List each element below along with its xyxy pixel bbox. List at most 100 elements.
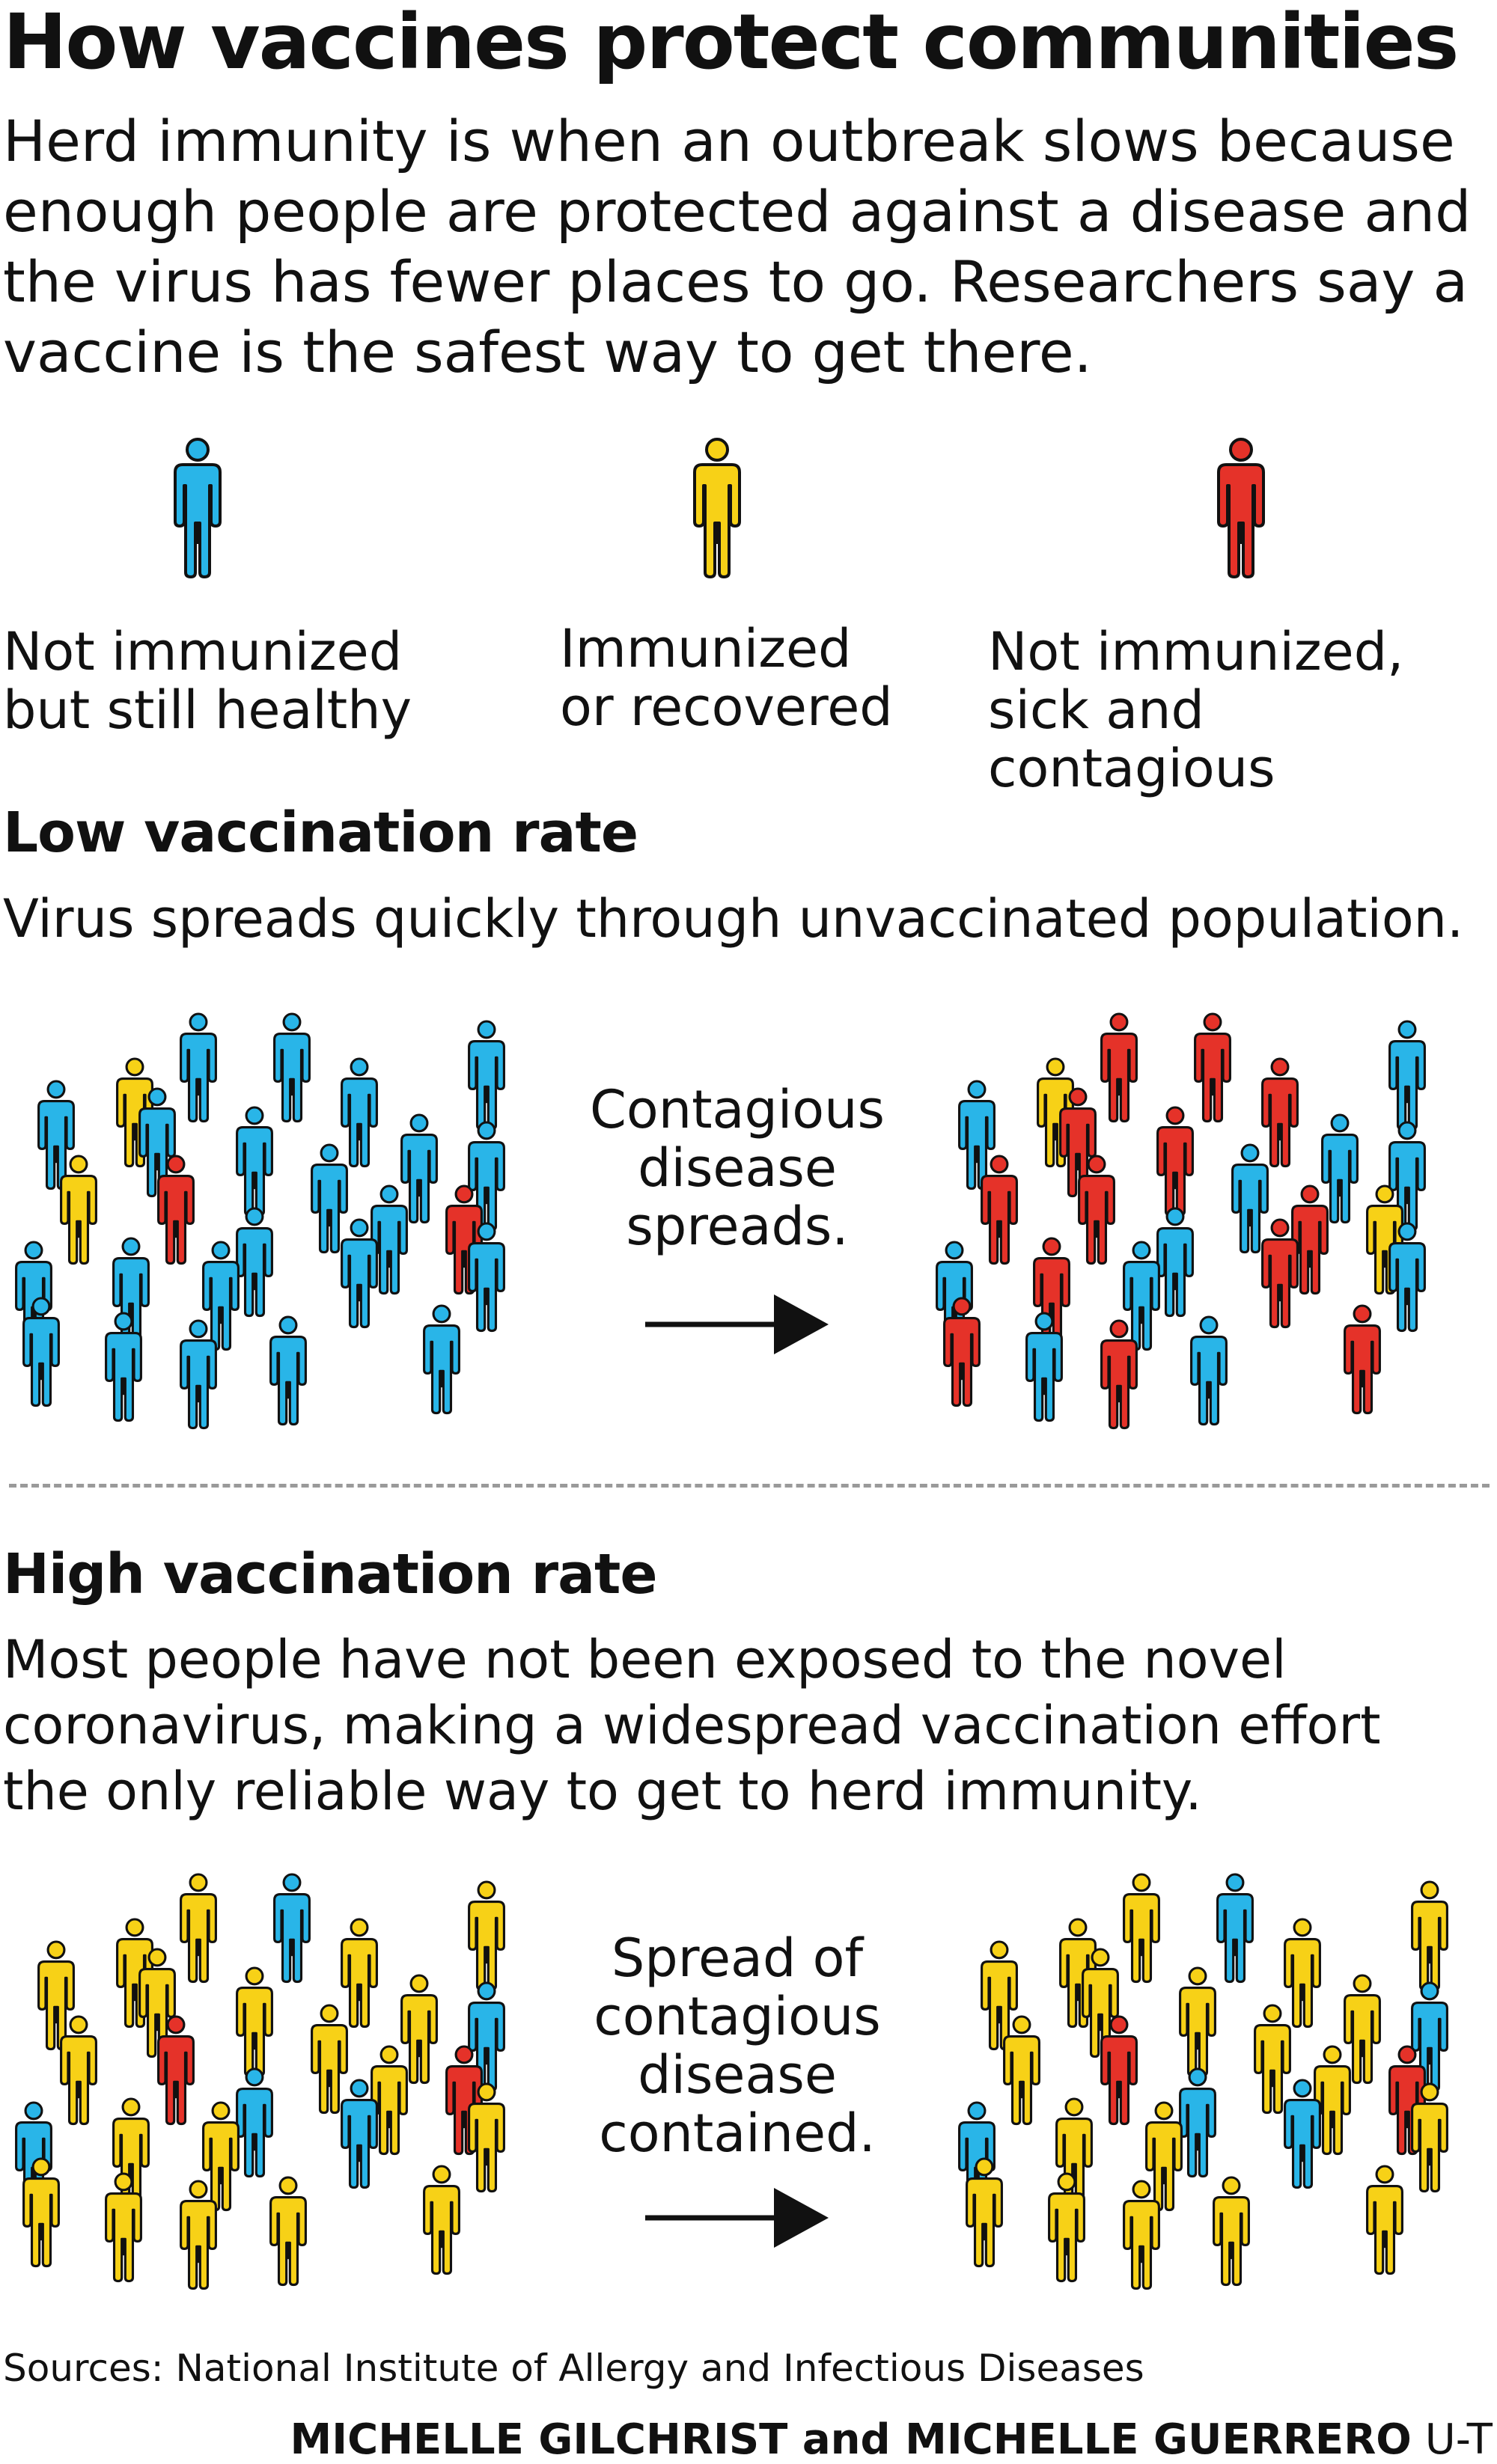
person-figure xyxy=(1055,2097,1093,2208)
person-icon-sick xyxy=(1217,438,1265,578)
person-figure xyxy=(22,2157,60,2268)
credit-line: MICHELLE GILCHRIST and MICHELLE GUERRERO… xyxy=(290,2415,1493,2464)
person-figure xyxy=(180,2180,217,2290)
person-figure xyxy=(112,1237,150,1348)
person-figure xyxy=(1100,1319,1138,1430)
person-figure xyxy=(105,2172,142,2283)
person-figure xyxy=(981,1155,1018,1265)
person-figure xyxy=(37,1080,75,1190)
person-figure xyxy=(341,1057,378,1168)
person-figure xyxy=(1314,2045,1351,2156)
person-figure xyxy=(1059,1087,1097,1198)
person-figure xyxy=(1156,1106,1194,1217)
person-figure xyxy=(1123,2180,1160,2290)
person-figure xyxy=(1213,2176,1250,2287)
person-figure xyxy=(371,1184,408,1295)
arrow-right-icon xyxy=(645,1294,829,1354)
person-figure xyxy=(273,1012,311,1123)
person-figure xyxy=(1100,1012,1138,1123)
person-figure xyxy=(1284,1918,1321,2029)
person-figure xyxy=(1082,1948,1119,2058)
person-figure xyxy=(236,1106,273,1217)
person-figure xyxy=(1190,1315,1228,1426)
crowd-high-after xyxy=(958,1873,1448,2290)
person-figure xyxy=(236,1966,273,2077)
person-figure xyxy=(1179,1966,1216,2077)
section-divider xyxy=(9,1484,1490,1488)
person-figure xyxy=(105,1312,142,1422)
person-figure xyxy=(269,2176,307,2287)
person-figure xyxy=(1254,2004,1291,2115)
person-figure xyxy=(1321,1113,1359,1224)
high-arrow-text: Spread of contagious disease contained. xyxy=(594,1928,881,2164)
person-figure xyxy=(138,1948,176,2058)
person-figure xyxy=(371,2045,408,2156)
legend-label-sick: Not immunized, sick and contagious xyxy=(988,621,1404,799)
crowd-high-before xyxy=(15,1873,505,2290)
person-figure xyxy=(468,1880,505,1991)
person-figure xyxy=(468,2082,505,2193)
low-section-desc: Virus spreads quickly through unvaccinat… xyxy=(3,888,1464,950)
person-icon xyxy=(693,438,741,578)
person-figure xyxy=(1261,1218,1299,1329)
legend-label-immunized: Immunized or recovered xyxy=(560,618,893,738)
person-figure xyxy=(269,1315,307,1426)
person-figure xyxy=(1231,1143,1269,1254)
person-figure xyxy=(1216,1873,1254,1984)
person-icon-not-immunized xyxy=(174,438,222,578)
person-figure xyxy=(180,1319,217,1430)
person-icon xyxy=(1217,438,1265,578)
person-figure xyxy=(1344,1304,1381,1415)
low-arrow-text: Contagious disease spreads. xyxy=(590,1079,885,1257)
person-figure xyxy=(180,1873,217,1984)
person-figure xyxy=(1388,1222,1426,1333)
person-figure xyxy=(981,1940,1018,2051)
person-figure xyxy=(236,2067,273,2178)
person-figure xyxy=(1194,1012,1231,1123)
person-figure xyxy=(157,2015,195,2126)
person-icon xyxy=(174,438,222,578)
person-figure xyxy=(112,2097,150,2208)
person-figure xyxy=(423,1304,460,1415)
page-title: How vaccines protect communities xyxy=(3,0,1459,87)
person-figure xyxy=(958,1080,996,1190)
person-figure xyxy=(1003,2015,1040,2126)
intro-text: Herd immunity is when an outbreak slows … xyxy=(3,108,1472,385)
person-figure xyxy=(1411,2082,1448,2193)
high-section-desc: Most people have not been exposed to the… xyxy=(3,1629,1381,1822)
person-figure xyxy=(202,2101,240,2212)
person-figure xyxy=(1156,1207,1194,1318)
arrow-right-icon xyxy=(645,2188,829,2248)
person-figure xyxy=(1033,1237,1070,1348)
person-figure xyxy=(311,1143,348,1254)
person-figure xyxy=(37,1940,75,2051)
person-figure xyxy=(1344,1974,1381,2085)
person-figure xyxy=(1291,1184,1329,1295)
low-section-title: Low vaccination rate xyxy=(3,801,638,865)
person-figure xyxy=(1078,1155,1115,1265)
person-figure xyxy=(943,1297,981,1407)
person-figure xyxy=(341,2079,378,2189)
person-figure xyxy=(400,1974,438,2085)
person-figure xyxy=(1048,2172,1085,2283)
person-figure xyxy=(1123,1241,1160,1351)
person-figure xyxy=(311,2004,348,2115)
person-figure xyxy=(1284,2079,1321,2189)
sources-text: Sources: National Institute of Allergy a… xyxy=(3,2347,1144,2390)
person-figure xyxy=(273,1873,311,1984)
person-figure xyxy=(1100,2015,1138,2126)
credit-org: U-T xyxy=(1424,2415,1493,2464)
person-figure xyxy=(1145,2101,1183,2212)
person-figure xyxy=(341,1218,378,1329)
person-figure xyxy=(1388,1020,1426,1131)
person-figure xyxy=(180,1012,217,1123)
person-figure xyxy=(1411,1880,1448,1991)
person-figure xyxy=(400,1113,438,1224)
person-figure xyxy=(1025,1312,1063,1422)
person-figure xyxy=(966,2157,1003,2268)
legend-label-not-immunized: Not immunized but still healthy xyxy=(3,621,412,741)
person-figure xyxy=(157,1155,195,1265)
person-figure xyxy=(1366,2165,1403,2275)
person-icon-immunized xyxy=(693,438,741,578)
person-figure xyxy=(341,1918,378,2029)
